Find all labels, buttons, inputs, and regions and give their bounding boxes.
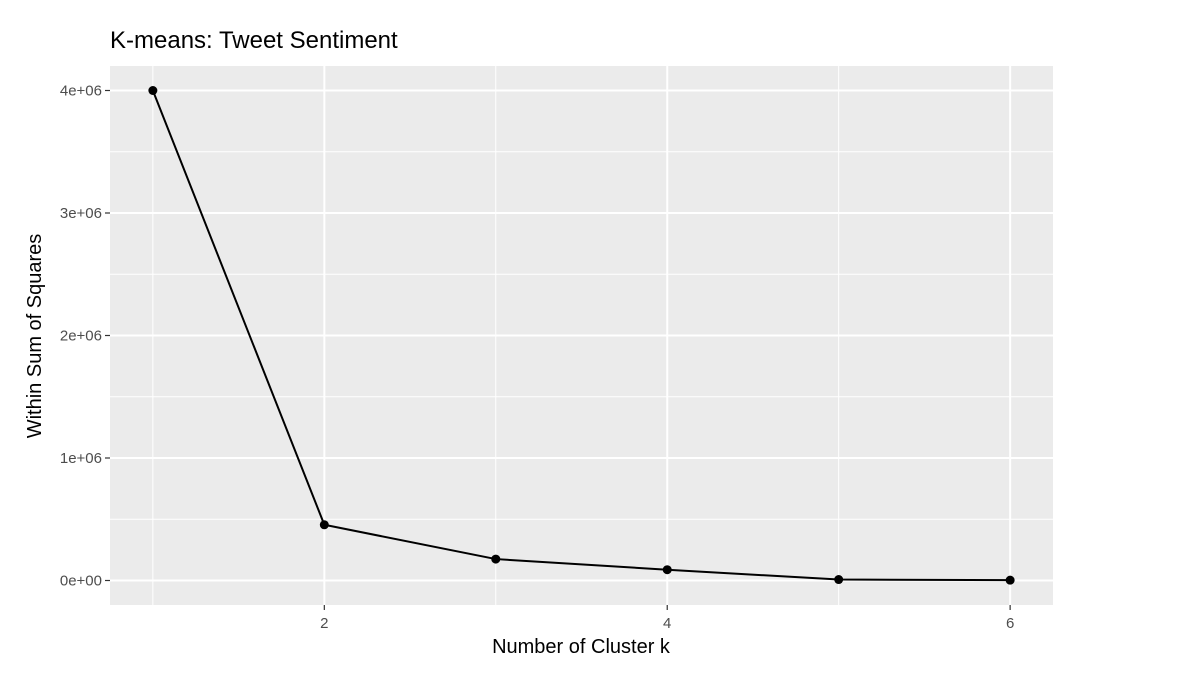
- y-axis-title: Within Sum of Squares: [24, 234, 46, 439]
- series-line: [151, 90, 1011, 582]
- y-tick-label: 3e+06: [60, 205, 102, 222]
- series-points: [148, 86, 1015, 585]
- data-point: [491, 554, 501, 564]
- y-tick-label: 4e+06: [60, 83, 102, 100]
- data-point: [662, 565, 672, 575]
- data-point: [834, 575, 844, 585]
- y-tick-label: 1e+06: [60, 450, 102, 467]
- data-point: [319, 520, 329, 530]
- y-tick-label: 2e+06: [60, 328, 102, 345]
- x-axis-title: Number of Cluster k: [492, 636, 671, 658]
- chart-title: K-means: Tweet Sentiment: [110, 27, 398, 54]
- x-axis: 2 4 6: [320, 605, 1014, 632]
- data-point: [148, 86, 158, 95]
- series-lines: [151, 90, 1011, 582]
- x-tick-label: 2: [320, 615, 328, 632]
- data-point: [1005, 575, 1015, 585]
- y-axis: 0e+00 1e+06 2e+06 3e+06 4e+06: [60, 83, 110, 590]
- x-tick-label: 6: [1006, 615, 1014, 632]
- y-tick-label: 0e+00: [60, 573, 102, 590]
- x-tick-label: 4: [663, 615, 671, 632]
